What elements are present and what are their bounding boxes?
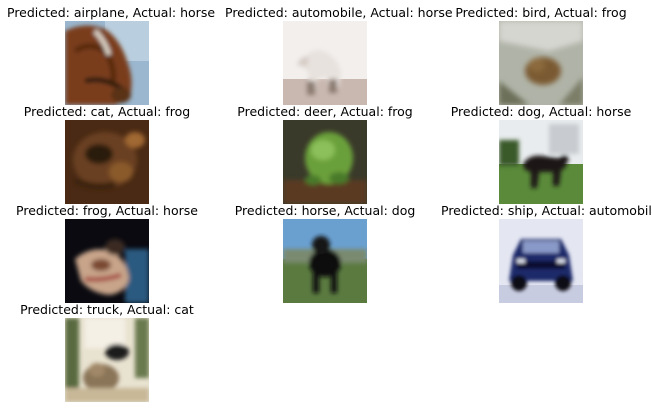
sample-10: Predicted: truck, Actual: cat (7, 301, 207, 402)
dark-horse-field-photo (499, 120, 583, 204)
sample-3-image (499, 21, 583, 105)
sample-6-image (499, 120, 583, 204)
brown-frog-photo (65, 120, 149, 204)
sample-9-image (499, 219, 583, 303)
sample-8-caption: Predicted: horse, Actual: dog (234, 203, 416, 218)
sample-3: Predicted: bird, Actual: frog (441, 4, 641, 105)
sample-4-image (65, 120, 149, 204)
sample-1: Predicted: airplane, Actual: horse (7, 4, 216, 105)
sample-7-image (65, 219, 149, 303)
sample-5-image (283, 120, 367, 204)
sample-9: Predicted: ship, Actual: automobile (441, 202, 652, 303)
sample-8: Predicted: horse, Actual: dog (225, 202, 425, 303)
sample-6-caption: Predicted: dog, Actual: horse (450, 104, 632, 119)
sample-2: Predicted: automobile, Actual: horse (225, 4, 453, 105)
sample-10-image (65, 318, 149, 402)
sample-2-image (283, 21, 367, 105)
sample-1-image (65, 21, 149, 105)
sample-3-caption: Predicted: bird, Actual: frog (455, 5, 627, 20)
black-dog-photo (283, 219, 367, 303)
sample-5-caption: Predicted: deer, Actual: frog (237, 104, 413, 119)
sample-9-caption: Predicted: ship, Actual: automobile (441, 203, 652, 218)
sample-7-caption: Predicted: frog, Actual: horse (16, 203, 198, 218)
sample-2-caption: Predicted: automobile, Actual: horse (225, 5, 453, 20)
sample-1-caption: Predicted: airplane, Actual: horse (7, 5, 216, 20)
sample-6: Predicted: dog, Actual: horse (441, 103, 641, 204)
green-frog-photo (283, 120, 367, 204)
sample-7: Predicted: frog, Actual: horse (7, 202, 207, 303)
sample-10-caption: Predicted: truck, Actual: cat (20, 302, 194, 317)
horse-head-photo (65, 21, 149, 105)
frog-on-tile-photo (499, 21, 583, 105)
sample-4: Predicted: cat, Actual: frog (7, 103, 207, 204)
sample-4-caption: Predicted: cat, Actual: frog (23, 104, 191, 119)
cat-by-window-photo (65, 318, 149, 402)
horse-head-dark-photo (65, 219, 149, 303)
blue-suv-photo (499, 219, 583, 303)
sample-8-image (283, 219, 367, 303)
sample-5: Predicted: deer, Actual: frog (225, 103, 425, 204)
white-horse-photo (283, 21, 367, 105)
